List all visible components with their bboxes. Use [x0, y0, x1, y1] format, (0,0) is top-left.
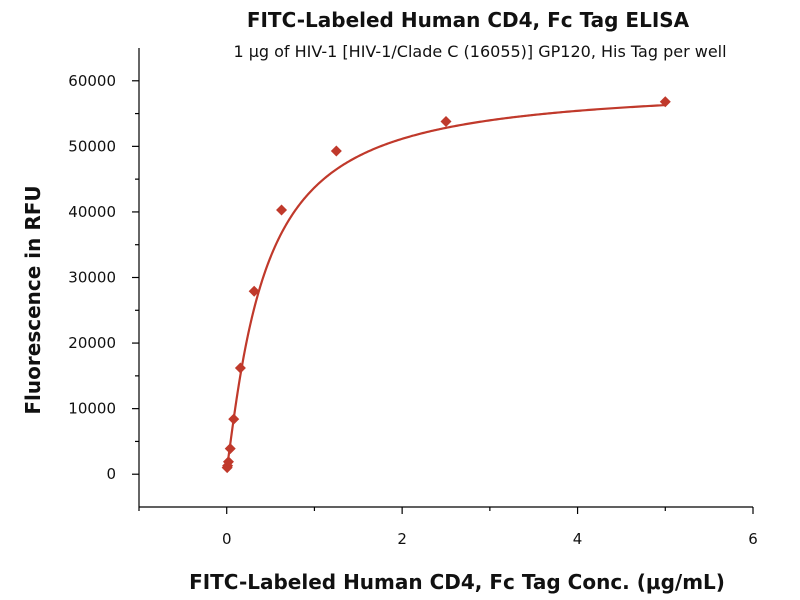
data-point	[440, 115, 452, 127]
x-axis-title: FITC-Labeled Human CD4, Fc Tag Conc. (μg…	[189, 570, 725, 594]
y-tick-label: 20000	[68, 334, 116, 352]
data-point	[659, 96, 671, 108]
chart-subtitle: 1 μg of HIV-1 [HIV-1/Clade C (16055)] GP…	[233, 42, 726, 61]
data-point	[228, 413, 240, 425]
y-tick-label: 60000	[68, 72, 116, 90]
x-tick-label: 6	[748, 530, 758, 548]
y-tick-label: 10000	[68, 400, 116, 418]
data-point	[330, 145, 342, 157]
data-point	[276, 204, 288, 216]
fit-curve-line	[225, 104, 666, 469]
fit-curve-layer	[225, 104, 666, 469]
y-tick-label: 30000	[68, 269, 116, 287]
y-tick-label: 40000	[68, 203, 116, 221]
data-point	[224, 443, 236, 455]
data-point	[248, 285, 260, 297]
data-point	[222, 456, 234, 468]
x-tick-label: 0	[222, 530, 232, 548]
x-tick-label: 4	[573, 530, 583, 548]
chart-title: FITC-Labeled Human CD4, Fc Tag ELISA	[247, 8, 690, 32]
data-points-layer	[221, 96, 671, 474]
y-tick-label: 50000	[68, 137, 116, 155]
y-tick-label: 0	[106, 465, 116, 483]
x-tick-label: 2	[397, 530, 407, 548]
axes: 0 2 4 6 0 10000 20000 30000 40000 50000 60000	[68, 48, 758, 548]
y-axis-title: Fluorescence in RFU	[21, 185, 45, 414]
data-point	[234, 362, 246, 374]
